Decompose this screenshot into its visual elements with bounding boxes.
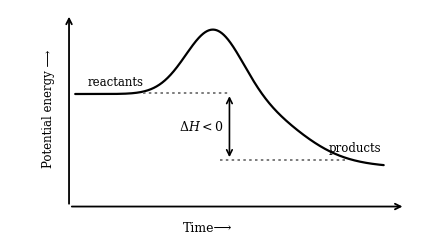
Text: $\Delta H < 0$: $\Delta H < 0$ — [179, 120, 223, 134]
Text: products: products — [328, 142, 381, 155]
Text: reactants: reactants — [88, 76, 144, 89]
Text: Potential energy ⟶: Potential energy ⟶ — [43, 50, 56, 168]
Text: Time⟶: Time⟶ — [183, 222, 232, 235]
